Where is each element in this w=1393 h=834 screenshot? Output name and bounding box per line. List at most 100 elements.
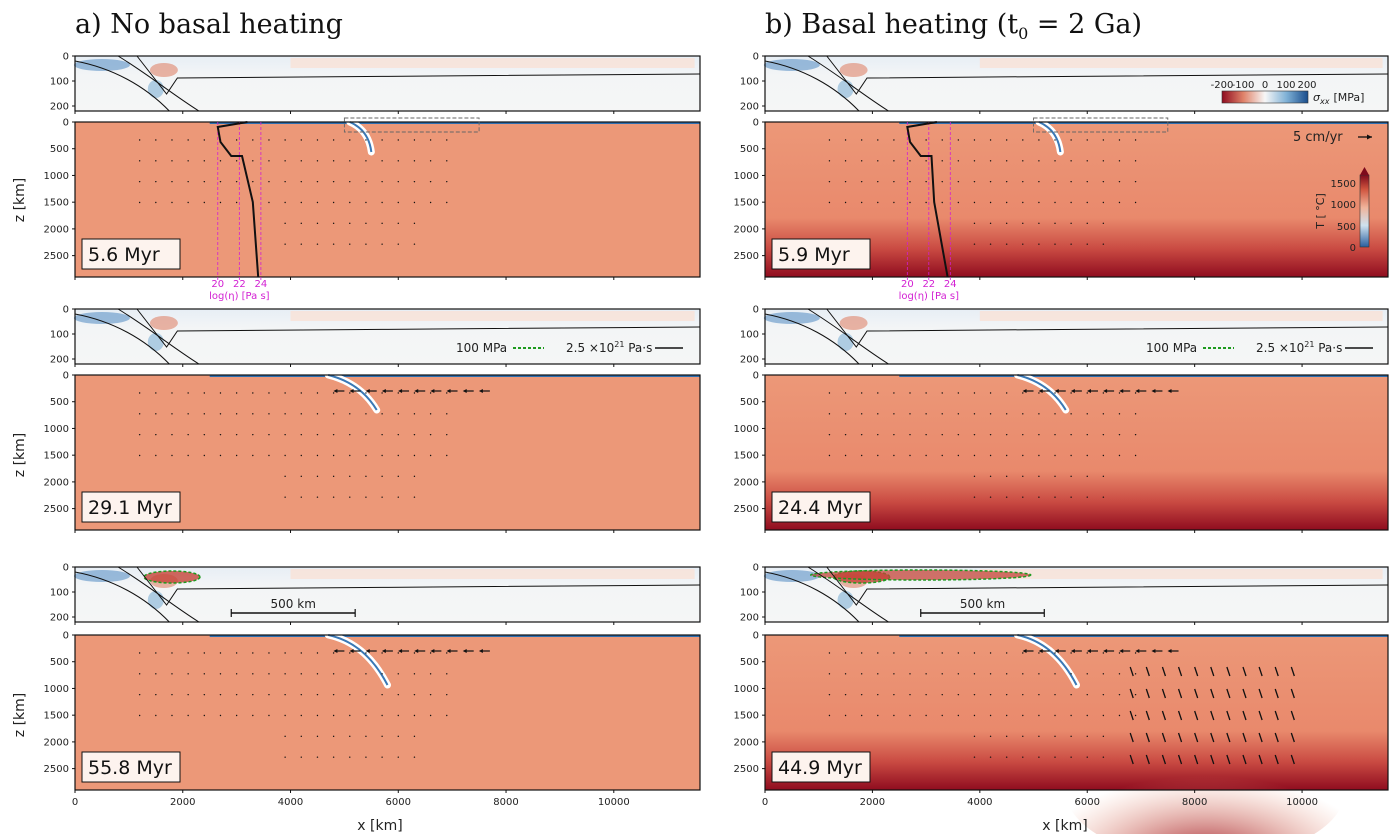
svg-text:0: 0 bbox=[753, 52, 759, 63]
svg-text:55.8 Myr: 55.8 Myr bbox=[88, 757, 172, 779]
zoom-panel: 0 100 200 bbox=[50, 52, 701, 113]
svg-text:0: 0 bbox=[63, 631, 69, 642]
svg-text:500: 500 bbox=[740, 397, 759, 408]
svg-text:200: 200 bbox=[740, 613, 759, 624]
snapshot-time-label: 44.9 Myr bbox=[771, 751, 871, 783]
mantle-panel: 0 500 1000 1500 2000 2500 5.6 Myr 20 22 24log(η) … bbox=[44, 111, 701, 302]
svg-text:4000: 4000 bbox=[967, 797, 992, 808]
svg-text:log(η) [Pa s]: log(η) [Pa s] bbox=[209, 291, 270, 302]
svg-text:5 cm/yr: 5 cm/yr bbox=[1293, 130, 1343, 145]
svg-text:100: 100 bbox=[740, 330, 759, 341]
contour-legend-a: 100 MPa 2.5 ×1021 Pa·s bbox=[456, 340, 683, 355]
snapshot-time-label: 29.1 Myr bbox=[81, 491, 181, 523]
svg-text:8000: 8000 bbox=[1182, 797, 1207, 808]
x-axis-label: x [km] bbox=[357, 818, 402, 834]
mantle-panel: 0 500 1000 1500 2000 2500 0 2000 4000 6000 8000 100… bbox=[44, 622, 701, 808]
svg-text:2.5 ×1021 Pa·s: 2.5 ×1021 Pa·s bbox=[1256, 340, 1342, 355]
snapshot-time-label: 24.4 Myr bbox=[771, 491, 871, 523]
z-axis-label: z [km] bbox=[12, 693, 28, 737]
svg-text:22: 22 bbox=[922, 279, 935, 290]
contour-legend-b: 100 MPa 2.5 ×1021 Pa·s bbox=[1146, 340, 1373, 355]
svg-text:2000: 2000 bbox=[860, 797, 885, 808]
svg-text:1500: 1500 bbox=[734, 451, 759, 462]
svg-text:log(η) [Pa s]: log(η) [Pa s] bbox=[899, 291, 960, 302]
svg-text:500: 500 bbox=[50, 657, 69, 668]
svg-text:0: 0 bbox=[762, 797, 768, 808]
svg-text:2500: 2500 bbox=[734, 764, 759, 775]
svg-text:100: 100 bbox=[740, 77, 759, 88]
svg-text:20: 20 bbox=[901, 279, 914, 290]
snapshot-time-label: 55.8 Myr bbox=[81, 751, 181, 783]
svg-text:6000: 6000 bbox=[386, 797, 411, 808]
svg-text:5.9 Myr: 5.9 Myr bbox=[778, 244, 850, 266]
svg-text:-100: -100 bbox=[1232, 80, 1255, 91]
svg-text:200: 200 bbox=[1297, 80, 1316, 91]
svg-text:500: 500 bbox=[50, 144, 69, 155]
svg-text:1500: 1500 bbox=[44, 198, 69, 209]
mantle-panel: 0 500 1000 1500 2000 2500 5.9 Myr 20 22 24log(η) … bbox=[734, 111, 1389, 302]
svg-text:2000: 2000 bbox=[170, 797, 195, 808]
svg-text:0: 0 bbox=[753, 371, 759, 382]
x-axis-label: x [km] bbox=[1042, 818, 1087, 834]
svg-text:0: 0 bbox=[1350, 243, 1356, 254]
svg-text:0: 0 bbox=[753, 631, 759, 642]
svg-text:1000: 1000 bbox=[44, 684, 69, 695]
scale-bar: 500 km bbox=[230, 597, 356, 617]
zoom-panel: 0 100 200 500 km bbox=[740, 563, 1389, 624]
z-axis-label: z [km] bbox=[12, 433, 28, 477]
svg-text:0: 0 bbox=[753, 118, 759, 129]
svg-text:6000: 6000 bbox=[1075, 797, 1100, 808]
svg-text:1500: 1500 bbox=[44, 451, 69, 462]
svg-text:1500: 1500 bbox=[734, 711, 759, 722]
panel-b-title: b) Basal heating (t0 = 2 Ga) bbox=[765, 9, 1142, 43]
svg-text:200: 200 bbox=[50, 613, 69, 624]
zoom-panel: 0 100 200 500 km bbox=[50, 563, 701, 624]
svg-text:0: 0 bbox=[753, 305, 759, 316]
svg-text:2000: 2000 bbox=[734, 224, 759, 235]
svg-text:24: 24 bbox=[255, 279, 268, 290]
svg-text:σxx[MPa]: σxx [MPa] bbox=[1313, 91, 1364, 106]
velocity-legend: 5 cm/yr bbox=[1293, 130, 1372, 145]
svg-text:2.5 ×1021 Pa·s: 2.5 ×1021 Pa·s bbox=[566, 340, 652, 355]
mantle-panel: 0 500 1000 1500 2000 2500 0 2000 4000 6000 8000 100… bbox=[734, 622, 1389, 834]
svg-text:500 km: 500 km bbox=[960, 597, 1005, 611]
svg-text:0: 0 bbox=[63, 563, 69, 574]
svg-text:29.1 Myr: 29.1 Myr bbox=[88, 497, 172, 519]
svg-text:4000: 4000 bbox=[278, 797, 303, 808]
svg-text:20: 20 bbox=[211, 279, 224, 290]
stress-colorbar: -200 -100 0 100 200 σxx [MPa] bbox=[1211, 80, 1365, 106]
svg-text:24: 24 bbox=[944, 279, 957, 290]
svg-text:0: 0 bbox=[63, 371, 69, 382]
svg-text:1500: 1500 bbox=[44, 711, 69, 722]
snapshot-time-label: 5.6 Myr bbox=[81, 238, 181, 270]
svg-text:500: 500 bbox=[740, 657, 759, 668]
svg-text:-200: -200 bbox=[1211, 80, 1234, 91]
zoom-panel: 0 100 200 bbox=[50, 305, 701, 366]
svg-text:2500: 2500 bbox=[44, 504, 69, 515]
temperature-colorbar: 0 500 1000 1500 T [ °C] bbox=[1314, 167, 1370, 254]
svg-text:1000: 1000 bbox=[44, 171, 69, 182]
svg-text:2000: 2000 bbox=[44, 477, 69, 488]
mantle-panel: 0 500 1000 1500 2000 2500 24.4 Myr bbox=[734, 364, 1389, 533]
svg-text:100: 100 bbox=[50, 77, 69, 88]
svg-text:0: 0 bbox=[63, 52, 69, 63]
svg-text:0: 0 bbox=[63, 118, 69, 129]
svg-text:1000: 1000 bbox=[44, 424, 69, 435]
svg-text:2500: 2500 bbox=[44, 251, 69, 262]
svg-text:500: 500 bbox=[50, 397, 69, 408]
svg-text:200: 200 bbox=[740, 355, 759, 366]
svg-text:100: 100 bbox=[50, 588, 69, 599]
svg-text:1000: 1000 bbox=[734, 424, 759, 435]
svg-text:10000: 10000 bbox=[1286, 797, 1318, 808]
svg-text:1500: 1500 bbox=[734, 198, 759, 209]
svg-text:5.6 Myr: 5.6 Myr bbox=[88, 244, 160, 266]
svg-text:2500: 2500 bbox=[44, 764, 69, 775]
svg-text:10000: 10000 bbox=[598, 797, 630, 808]
svg-text:22: 22 bbox=[233, 279, 246, 290]
svg-text:200: 200 bbox=[740, 102, 759, 113]
svg-text:0: 0 bbox=[63, 305, 69, 316]
svg-text:2000: 2000 bbox=[734, 477, 759, 488]
